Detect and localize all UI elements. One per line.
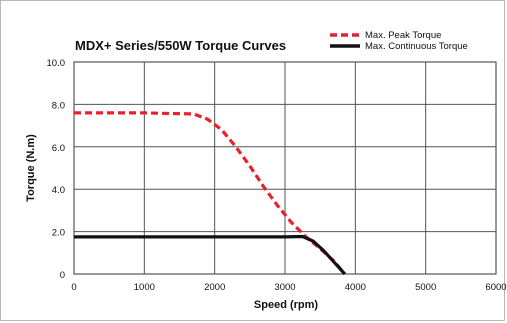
- y-tick-labels: 0 2.0 4.0 6.0 8.0 10.0: [47, 58, 66, 281]
- legend: Max. Peak Torque Max. Continuous Torque: [330, 30, 468, 52]
- y-tick-label: 2.0: [52, 228, 65, 239]
- x-tick-labels: 0 1000 2000 3000 4000 5000 6000: [71, 282, 506, 293]
- legend-label-continuous: Max. Continuous Torque: [365, 41, 468, 52]
- y-tick-label: 8.0: [52, 100, 65, 111]
- y-tick-label: 0: [60, 270, 65, 281]
- grid-lines: [74, 62, 496, 274]
- x-tick-label: 0: [71, 282, 76, 293]
- series-line-continuous-torque: [74, 234, 346, 276]
- x-tick-label: 4000: [345, 282, 366, 293]
- series-lines: [74, 111, 347, 276]
- x-tick-label: 5000: [415, 282, 436, 293]
- x-tick-label: 1000: [134, 282, 155, 293]
- y-tick-label: 10.0: [47, 58, 66, 69]
- legend-label-peak: Max. Peak Torque: [365, 30, 441, 41]
- y-tick-label: 4.0: [52, 185, 65, 196]
- chart-title: MDX+ Series/550W Torque Curves: [75, 38, 286, 53]
- x-tick-label: 6000: [485, 282, 506, 293]
- x-tick-label: 3000: [274, 282, 295, 293]
- x-tick-label: 2000: [204, 282, 225, 293]
- y-axis-label: Torque (N.m): [25, 134, 37, 202]
- y-tick-label: 6.0: [52, 143, 65, 154]
- x-axis-label: Speed (rpm): [254, 299, 319, 311]
